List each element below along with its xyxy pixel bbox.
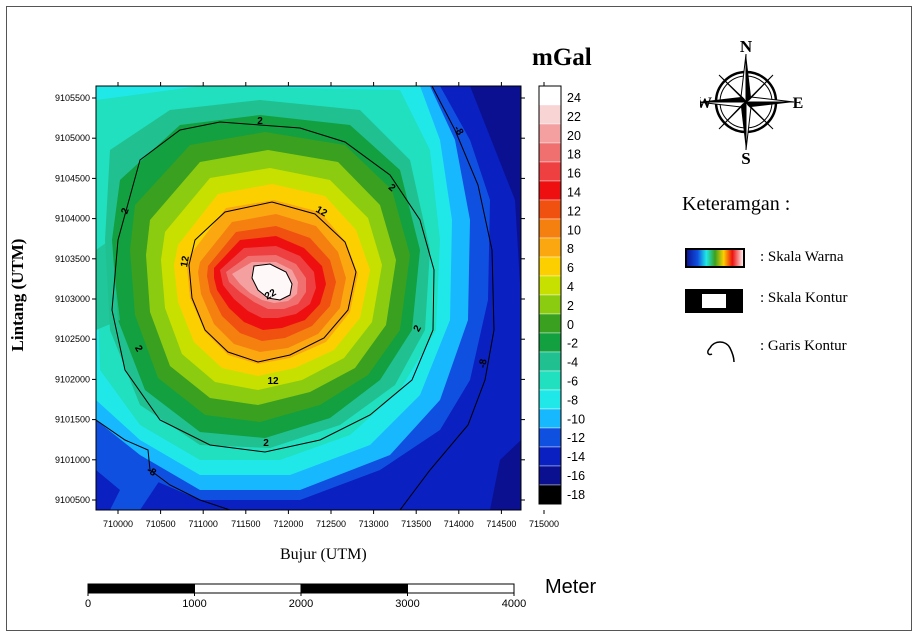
y-tick-label: 9105500 — [55, 93, 90, 103]
y-tick-label: 9102500 — [55, 334, 90, 344]
colorbar-label: 8 — [567, 242, 574, 256]
colorbar-label: 24 — [567, 91, 581, 105]
y-tick-label: 9103000 — [55, 294, 90, 304]
colorbar-label: 0 — [567, 318, 574, 332]
colorbar-label: 22 — [567, 110, 581, 124]
contour-label: 2 — [120, 206, 132, 215]
legend-item-label: : Skala Kontur — [760, 290, 848, 306]
y-tick-label: 9100500 — [55, 495, 90, 505]
legend-item-contour-scale: : Skala Kontur — [684, 288, 848, 313]
x-tick-label: 713500 — [401, 519, 431, 529]
x-tick-label: 715000 — [529, 519, 559, 529]
scale-bar-segment — [87, 583, 195, 594]
x-tick-label: 714500 — [486, 519, 516, 529]
colorbar-label: 2 — [567, 299, 574, 313]
scale-bar-tick-label: 0 — [85, 598, 91, 610]
contour-label: 12 — [314, 204, 330, 219]
scale-bar-tick-label: 1000 — [182, 598, 206, 610]
contour-label: 2 — [257, 116, 263, 127]
contour-scale-icon — [685, 289, 743, 313]
colorbar-label: 16 — [567, 167, 581, 181]
colorbar-label: -18 — [567, 488, 585, 502]
x-tick-label: 711500 — [231, 519, 260, 529]
x-tick-label: 711000 — [189, 519, 218, 529]
legend-item-label: : Garis Kontur — [760, 338, 847, 354]
y-tick-label: 9104500 — [55, 173, 90, 183]
x-tick-label: 710500 — [146, 519, 176, 529]
colorbar-label: 14 — [567, 186, 581, 200]
colorbar-label: 20 — [567, 129, 581, 143]
scale-bar-segment — [194, 583, 302, 594]
map-plot-area — [96, 86, 521, 510]
color-scale-icon — [685, 248, 745, 268]
colorbar-border — [538, 85, 562, 505]
colorbar-label: -4 — [567, 356, 578, 370]
compass-west-label: W — [700, 95, 712, 112]
legend-title: Keteramgan : — [682, 193, 791, 215]
compass-star-icon — [700, 53, 795, 151]
colorbar-label: 6 — [567, 261, 574, 275]
axis-ticks: 710000 710500 711000 711500 712000 712500 7130… — [55, 82, 559, 529]
x-axis-label: Bujur (UTM) — [280, 546, 367, 563]
y-tick-label: 9105000 — [55, 133, 90, 143]
y-tick-label: 9103500 — [55, 254, 90, 264]
y-tick-label: 9101000 — [55, 455, 90, 465]
x-tick-label: 712000 — [273, 519, 303, 529]
x-tick-label: 710000 — [103, 519, 133, 529]
colorbar-label: -2 — [567, 337, 578, 351]
scale-bar-segment — [407, 583, 515, 594]
y-tick-label: 9104000 — [55, 214, 90, 224]
contour-label: 12 — [267, 376, 279, 387]
colorbar-label: -6 — [567, 375, 578, 389]
y-tick-label: 9101500 — [55, 415, 90, 425]
compass-north-label: N — [740, 38, 753, 56]
colorbar-unit: mGal — [532, 44, 592, 71]
legend-item-label: : Skala Warna — [760, 249, 844, 265]
contour-label: 2 — [412, 323, 425, 334]
colorbar-label: 10 — [567, 223, 581, 237]
contour-label: 2 — [263, 438, 269, 449]
compass-rose: N S E W — [700, 38, 804, 168]
colorbar-label: -14 — [567, 450, 585, 464]
contour-line-icon — [707, 341, 735, 363]
colorbar-label: -10 — [567, 412, 585, 426]
scale-bar-segment — [300, 583, 408, 594]
legend-item-color-scale: : Skala Warna — [684, 247, 844, 269]
x-tick-label: 713000 — [359, 519, 389, 529]
colorbar-label: 18 — [567, 148, 581, 162]
scale-bar-tick-label: 3000 — [395, 598, 419, 610]
contour-label: -8 — [477, 358, 489, 369]
plot-border — [95, 85, 522, 511]
compass-east-label: E — [793, 95, 804, 112]
contour-label: 2 — [386, 182, 398, 194]
contour-label: 2 — [132, 344, 145, 355]
compass-south-label: S — [741, 149, 750, 168]
colorbar-label: -12 — [567, 431, 585, 445]
colorbar-label: 4 — [567, 280, 574, 294]
contour-label: 12 — [179, 255, 192, 268]
x-tick-label: 714000 — [444, 519, 474, 529]
scale-bar-tick-label: 4000 — [502, 598, 526, 610]
colorbar-label: -8 — [567, 393, 578, 407]
colorbar-label: -16 — [567, 469, 585, 483]
y-tick-label: 9102000 — [55, 374, 90, 384]
colorbar-label: 12 — [567, 204, 581, 218]
scale-bar-unit: Meter — [545, 576, 597, 598]
scale-bar-tick-label: 2000 — [289, 598, 313, 610]
x-tick-label: 712500 — [316, 519, 346, 529]
legend-item-contour-line: : Garis Kontur — [684, 336, 847, 363]
contour-label: 22 — [263, 287, 279, 302]
